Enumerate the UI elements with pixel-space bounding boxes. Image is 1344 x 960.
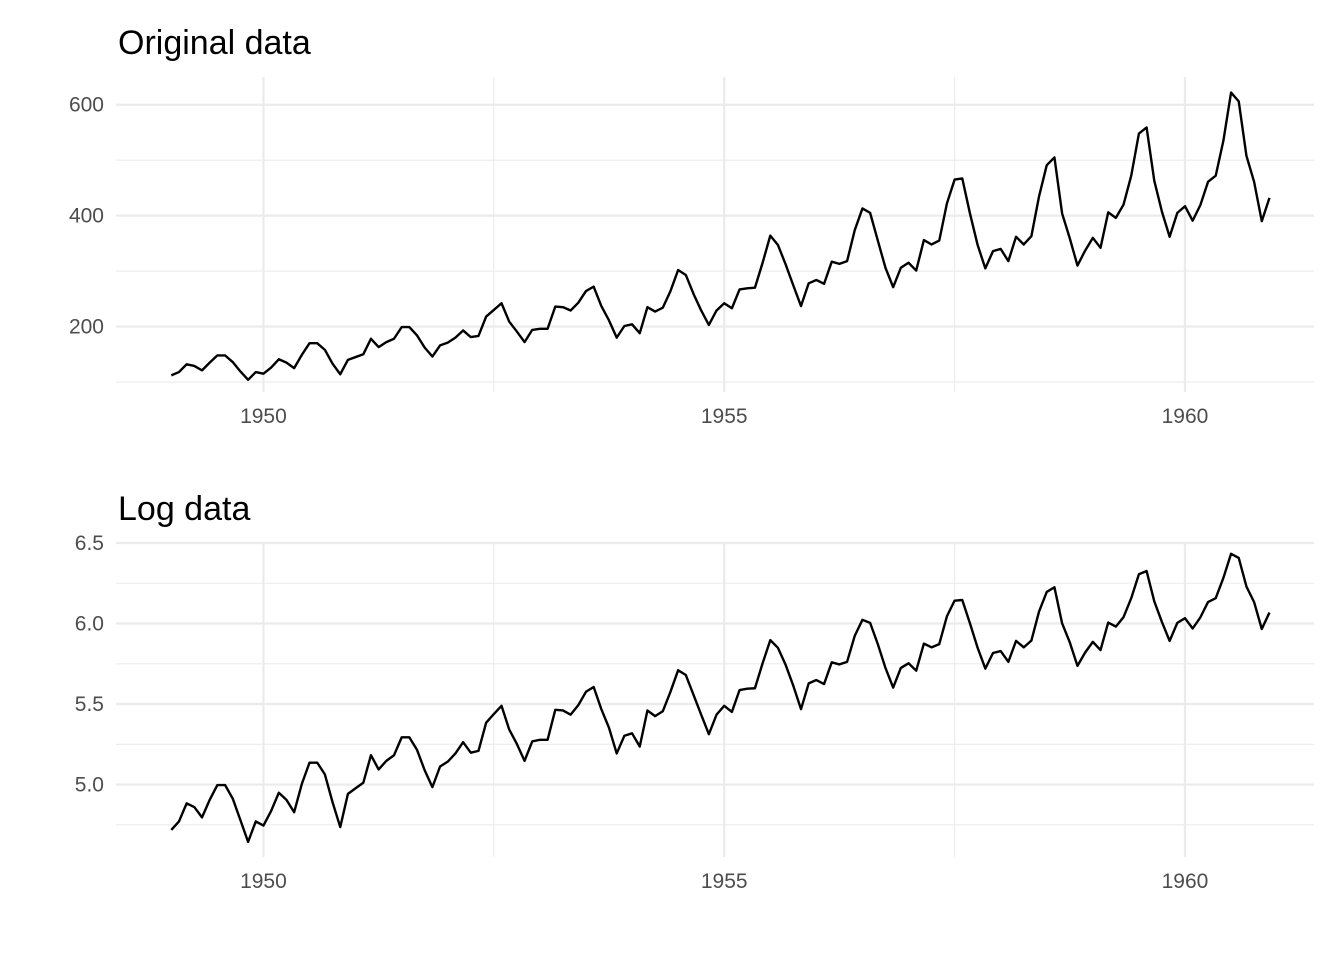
log-data-grid (116, 541, 1314, 857)
log-data-y-tick-label: 6.5 (75, 532, 104, 555)
original-data-x-tick-label: 1960 (1162, 405, 1209, 428)
original-data-x-tick-label: 1955 (701, 405, 748, 428)
log-data-title: Log data (118, 490, 250, 528)
original-data-y-tick-label: 600 (69, 94, 104, 117)
original-data-x-tick-label: 1950 (240, 405, 287, 428)
original-data-panel: Original data 200 400 600 1950 1955 1960 (69, 24, 1314, 428)
log-data-x-tick-label: 1950 (240, 870, 287, 893)
log-data-y-tick-label: 5.5 (75, 693, 104, 716)
original-data-y-tick-label: 400 (69, 205, 104, 228)
original-data-y-tick-label: 200 (69, 316, 104, 339)
log-data-y-tick-label: 5.0 (75, 774, 104, 797)
log-data-panel: Log data 5.0 5.5 6.0 6.5 1950 1955 1960 (75, 490, 1314, 893)
original-data-series-line (170, 91, 1271, 381)
original-data-title: Original data (118, 24, 311, 62)
log-data-series-line (170, 552, 1271, 844)
log-data-x-tick-label: 1955 (701, 870, 748, 893)
log-data-y-tick-label: 6.0 (75, 613, 104, 636)
log-data-x-tick-label: 1960 (1162, 870, 1209, 893)
